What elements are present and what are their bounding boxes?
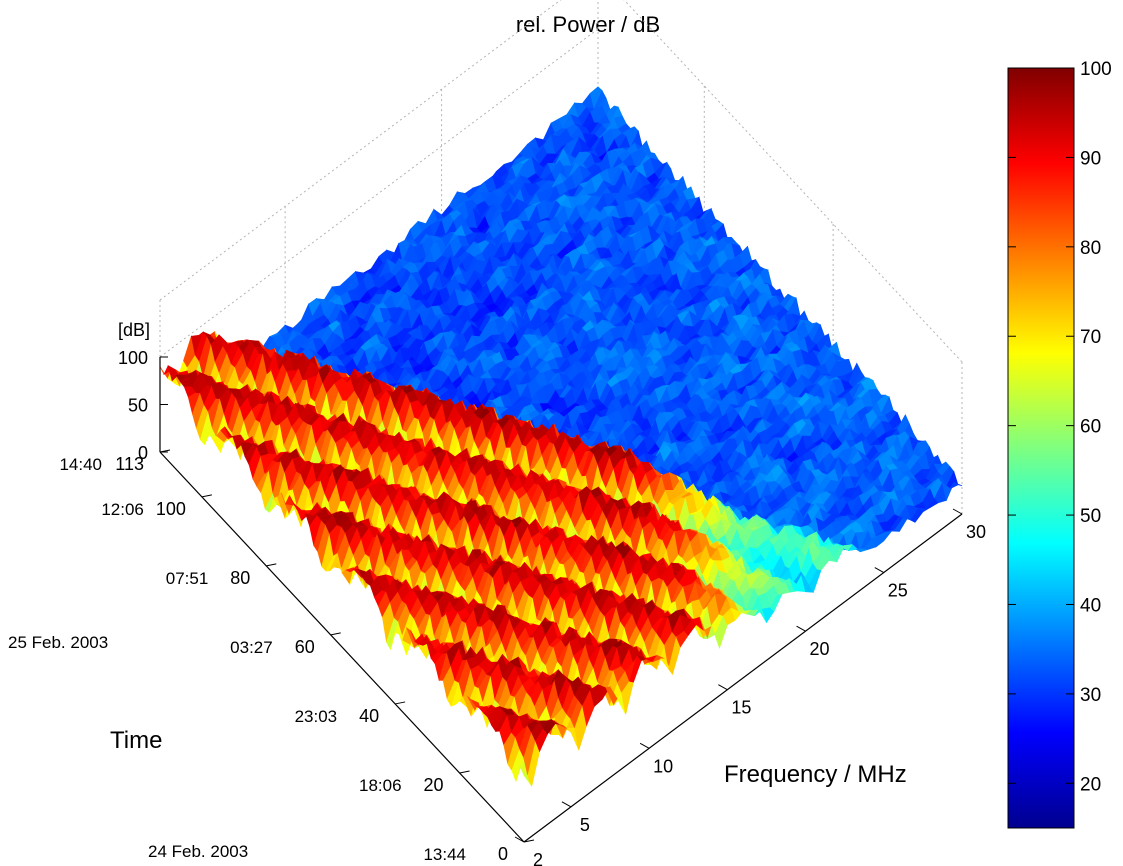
- surface-plot: [159, 86, 963, 788]
- chart-title: rel. Power / dB: [516, 12, 660, 37]
